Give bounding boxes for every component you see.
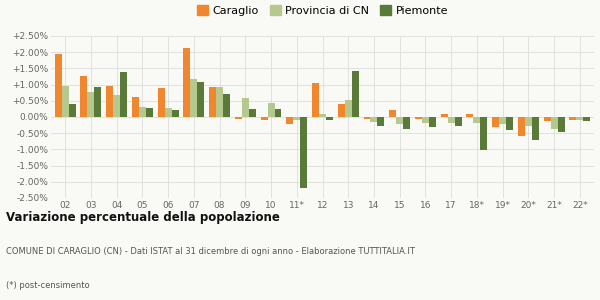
Bar	[286, 117, 293, 124]
Bar	[370, 117, 377, 122]
Legend: Caraglio, Provincia di CN, Piemonte: Caraglio, Provincia di CN, Piemonte	[192, 1, 453, 21]
Bar	[455, 117, 461, 126]
Bar	[441, 114, 448, 117]
Bar	[481, 117, 487, 150]
Bar	[55, 55, 62, 117]
Bar	[146, 108, 153, 117]
Bar	[377, 117, 385, 126]
Bar	[551, 117, 557, 129]
Text: Variazione percentuale della popolazione: Variazione percentuale della popolazione	[6, 212, 280, 224]
Bar	[190, 79, 197, 117]
Bar	[338, 104, 345, 117]
Bar	[242, 98, 249, 117]
Bar	[492, 117, 499, 127]
Bar	[260, 117, 268, 120]
Bar	[448, 117, 455, 124]
Bar	[544, 117, 551, 121]
Bar	[525, 117, 532, 126]
Bar	[403, 117, 410, 129]
Bar	[415, 117, 422, 118]
Bar	[120, 72, 127, 117]
Bar	[184, 48, 190, 117]
Bar	[106, 86, 113, 117]
Bar	[172, 110, 179, 117]
Bar	[396, 117, 403, 124]
Bar	[499, 117, 506, 124]
Bar	[300, 117, 307, 188]
Bar	[466, 114, 473, 117]
Bar	[216, 87, 223, 117]
Bar	[577, 117, 583, 120]
Bar	[158, 88, 164, 117]
Bar	[319, 114, 326, 117]
Bar	[345, 100, 352, 117]
Bar	[80, 76, 88, 117]
Bar	[506, 117, 513, 130]
Bar	[364, 117, 370, 119]
Bar	[197, 82, 204, 117]
Bar	[518, 117, 525, 136]
Bar	[326, 117, 333, 120]
Bar	[352, 71, 359, 117]
Bar	[62, 86, 68, 117]
Bar	[132, 97, 139, 117]
Bar	[235, 117, 242, 118]
Bar	[312, 83, 319, 117]
Bar	[473, 117, 481, 123]
Bar	[569, 117, 577, 120]
Bar	[275, 109, 281, 117]
Bar	[94, 87, 101, 117]
Bar	[139, 107, 146, 117]
Text: (*) post-censimento: (*) post-censimento	[6, 280, 89, 290]
Bar	[268, 103, 275, 117]
Bar	[249, 109, 256, 117]
Bar	[223, 94, 230, 117]
Bar	[583, 117, 590, 121]
Bar	[88, 92, 94, 117]
Bar	[293, 117, 300, 120]
Bar	[113, 95, 120, 117]
Bar	[164, 108, 172, 117]
Bar	[532, 117, 539, 140]
Text: COMUNE DI CARAGLIO (CN) - Dati ISTAT al 31 dicembre di ogni anno - Elaborazione : COMUNE DI CARAGLIO (CN) - Dati ISTAT al …	[6, 248, 415, 256]
Bar	[389, 110, 396, 117]
Bar	[557, 117, 565, 132]
Bar	[429, 117, 436, 127]
Bar	[209, 87, 216, 117]
Bar	[422, 117, 429, 124]
Bar	[68, 104, 76, 117]
